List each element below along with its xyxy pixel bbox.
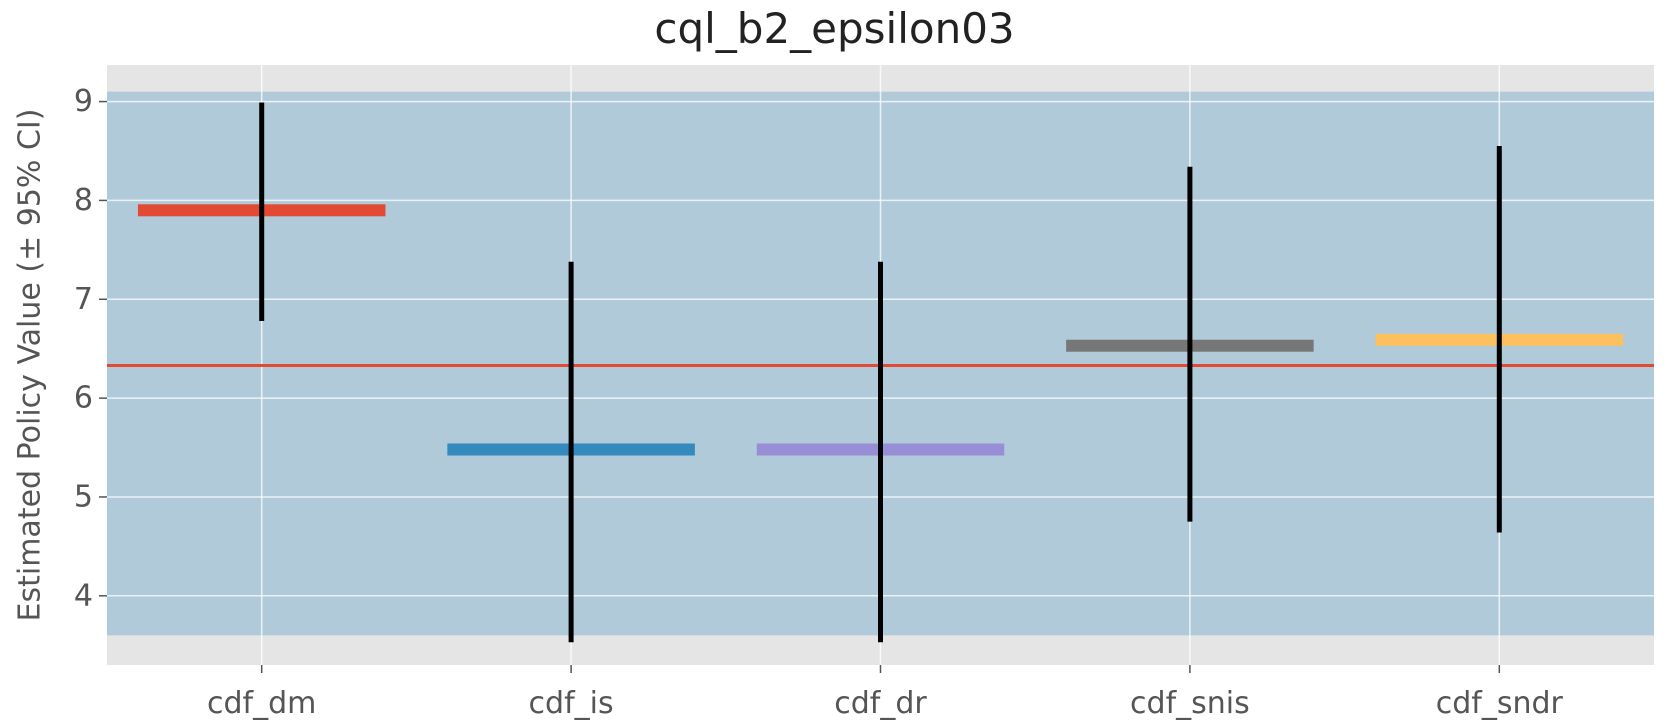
x-tick-label: cdf_dm: [207, 686, 316, 721]
y-tick-label: 7: [74, 282, 93, 317]
y-tick-label: 5: [74, 479, 93, 514]
y-tick-label: 4: [74, 578, 93, 613]
y-tick-label: 6: [74, 381, 93, 416]
y-tick-label: 8: [74, 183, 93, 218]
x-tick-label: cdf_snis: [1130, 686, 1250, 721]
chart-title: cql_b2_epsilon03: [654, 4, 1015, 53]
x-tick-label: cdf_dr: [834, 686, 927, 721]
x-tick-label: cdf_sndr: [1436, 686, 1564, 721]
x-tick-label: cdf_is: [529, 686, 614, 721]
y-tick-label: 9: [74, 84, 93, 119]
